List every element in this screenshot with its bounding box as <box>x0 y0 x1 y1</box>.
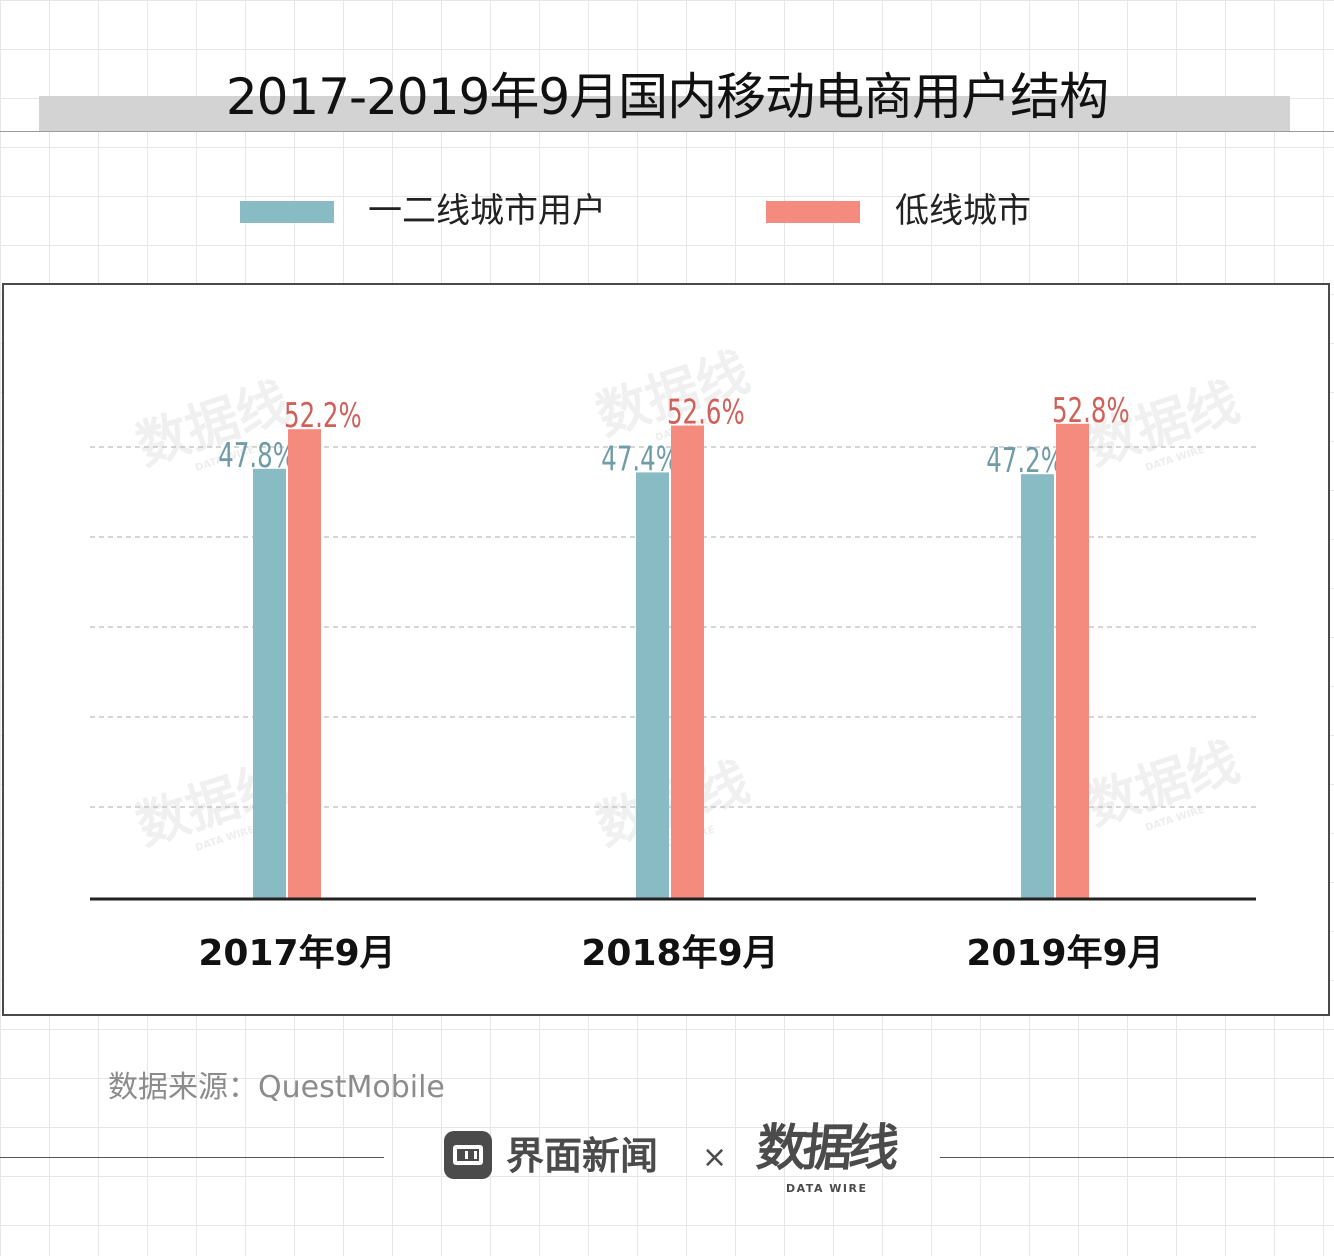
brand-icon <box>444 1131 492 1179</box>
legend: 一二线城市用户 低线城市 <box>0 182 1334 238</box>
title-rule <box>0 131 1334 132</box>
datawire-logo-sub: DATA WIRE <box>786 1182 868 1195</box>
chart-frame: 数据线 DATA WIRE 数据线 DATA WIRE 数据线 DATA WIRE 数据线 D… <box>2 283 1330 1016</box>
title-band <box>39 96 1290 132</box>
data-label-2-0: 52.2% <box>284 396 362 435</box>
x-tick-label-0: 2017年9月 <box>198 933 395 974</box>
footer-rule-left <box>0 1157 384 1158</box>
brand-name: 界面新闻 <box>506 1134 659 1178</box>
chart-title: 2017-2019年9月国内移动电商用户结构 <box>225 68 1109 126</box>
bar-1-2 <box>1021 474 1054 899</box>
bar-2-1 <box>671 425 704 899</box>
bar-1-0 <box>253 468 286 899</box>
brand-separator: × <box>702 1140 728 1175</box>
footer-rule-right <box>940 1157 1334 1158</box>
bar-1-1 <box>636 472 669 899</box>
legend-swatch-series-1 <box>240 201 334 223</box>
data-label-1-0: 47.8% <box>218 436 296 475</box>
bar-2-2 <box>1056 423 1089 899</box>
data-label-1-1: 47.4% <box>601 439 679 478</box>
legend-label-series-2: 低线城市 <box>895 191 1031 231</box>
data-label-1-2: 47.2% <box>986 441 1064 480</box>
x-tick-label-2: 2019年9月 <box>966 933 1163 974</box>
data-label-2-1: 52.6% <box>667 393 745 432</box>
x-tick-label-1: 2018年9月 <box>581 933 778 974</box>
data-label-2-2: 52.8% <box>1052 391 1130 430</box>
bar-2-0 <box>288 429 321 899</box>
legend-label-series-1: 一二线城市用户 <box>368 191 606 231</box>
data-source: 数据来源：QuestMobile <box>108 1070 445 1105</box>
legend-swatch-series-2 <box>766 201 860 223</box>
datawire-logo: 数据线 <box>753 1119 899 1177</box>
